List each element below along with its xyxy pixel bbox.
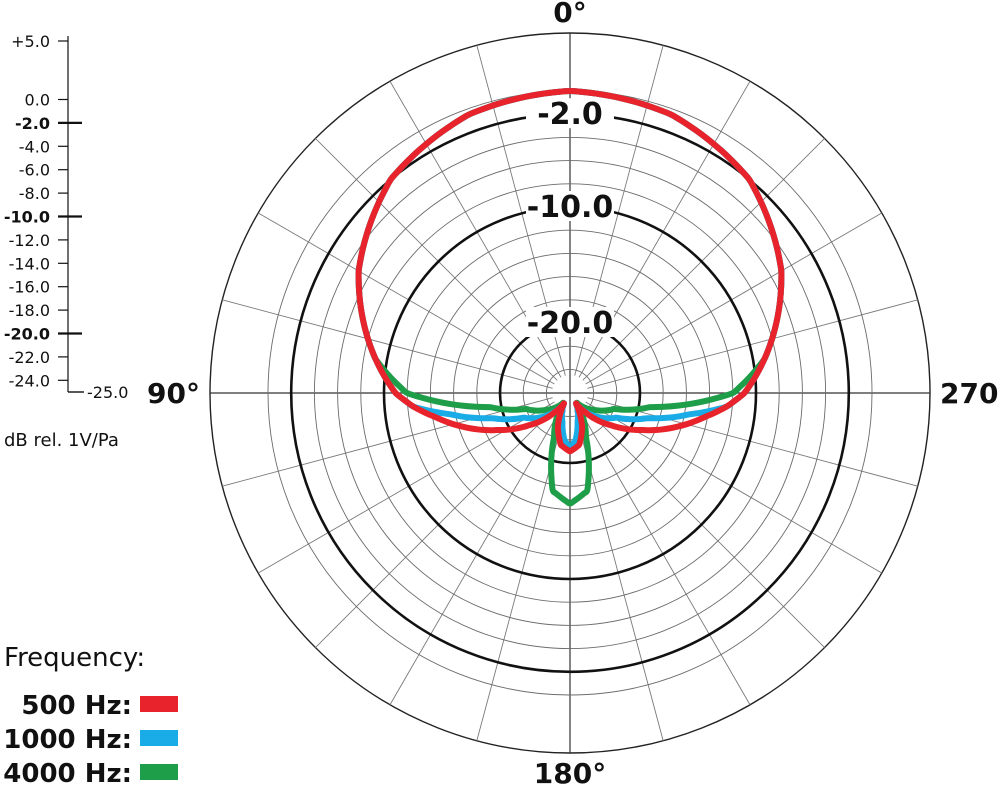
scale-tick-label: -20.0 [4,325,50,344]
ring-label: -2.0 [537,97,603,132]
grid-ring [545,368,595,418]
scale-tick-label: -10.0 [4,208,50,227]
scale-tick-label: -12.0 [9,231,50,250]
legend: Frequency: 500 Hz: 1000 Hz: 4000 Hz: [3,643,178,786]
ring-label: -20.0 [527,306,613,341]
scale-tick-label: +5.0 [11,32,50,51]
legend-swatch [140,730,178,746]
grid-ring [522,345,618,441]
ring-label-bg [526,191,614,221]
scale-tick-label: 0.0 [25,91,50,110]
grid-spoke [582,405,825,648]
db-scale: +5.0 0.0 -2.0 -4.0 -6.0 -8.0 -10.0 -12.0 -14.0 -1… [4,32,129,402]
legend-label: 4000 Hz: [3,759,132,786]
curve-500-hz [355,88,785,455]
grid-ring [453,276,687,510]
legend-label: 1000 Hz: [3,725,132,755]
angle-labels: 0° 90° 180° 270° [147,0,1000,786]
grid-spoke [582,138,825,381]
grid-spoke [315,405,558,648]
grid-spoke [587,397,918,487]
grid-spoke [315,138,558,381]
grid-spoke [578,408,751,705]
scale-tick-label: -14.0 [9,254,50,273]
ring-label-bg [526,98,614,129]
polar-grid [209,32,931,754]
grid-spoke [389,408,562,705]
grid-ring [476,299,664,487]
scale-tick-label: -16.0 [9,278,50,297]
ring-label: -10.0 [527,190,613,225]
grid-ring [313,136,827,650]
scale-tick-label: -2.0 [15,114,50,133]
scale-tick-label: -22.0 [9,348,50,367]
ring-labels: -2.0 -10.0 -20.0 [526,97,614,341]
legend-swatch [140,696,178,712]
grid-spoke [585,212,882,385]
grid-ring [360,183,780,603]
grid-spoke [222,299,553,389]
angle-label-90: 90° [147,377,200,410]
response-curves [355,88,785,507]
grid-spoke [222,397,553,487]
db-unit-label: dB rel. 1V/Pa [4,430,119,451]
grid-spoke [587,299,918,389]
angle-label-0: 0° [553,0,586,29]
grid-ring [337,160,803,626]
scale-tick-label: -18.0 [9,301,50,320]
scale-tick-label: -24.0 [9,371,50,390]
angle-label-180: 180° [534,757,606,786]
legend-title: Frequency: [4,643,145,673]
scale-tick-label: -25.0 [87,383,128,402]
scale-tick-label: -4.0 [19,137,50,156]
legend-label: 500 Hz: [21,691,132,721]
angle-label-270: 270° [940,377,1000,410]
legend-swatch [140,764,178,780]
grid-ring [429,252,711,534]
grid-spoke [258,212,555,385]
scale-tick-label: -6.0 [19,161,50,180]
ring-label-bg [526,307,614,337]
scale-tick-label: -8.0 [19,184,50,203]
